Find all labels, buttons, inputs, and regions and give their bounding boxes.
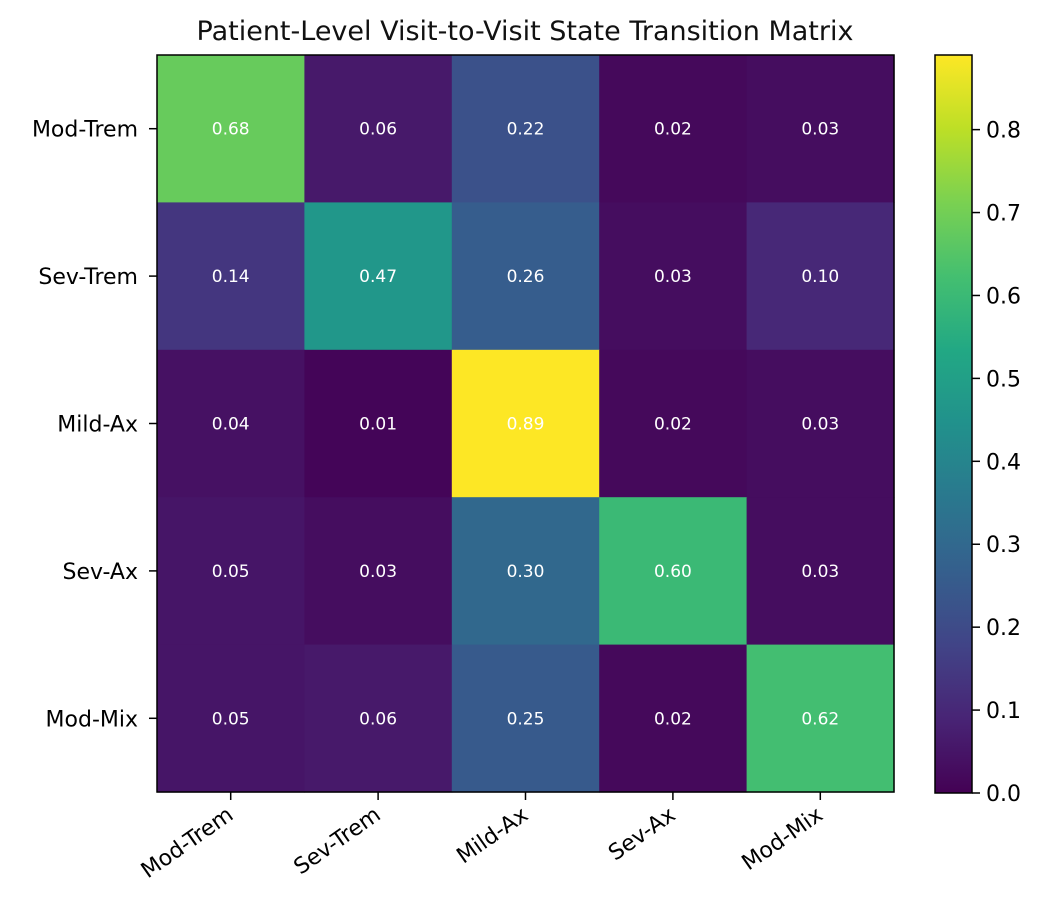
- colorbar-tick-label-2: 0.2: [986, 616, 1021, 641]
- cell-value-label-r0-c4: 0.03: [801, 120, 839, 140]
- heatmap-cell-r3-c0: [157, 497, 305, 646]
- colorbar-tick-label-0: 0.0: [986, 782, 1021, 807]
- cell-value-label-r2-c2: 0.89: [507, 415, 545, 435]
- colorbar-tick-label-7: 0.7: [986, 202, 1021, 227]
- x-tick-label-0: Mod-Trem: [137, 802, 238, 883]
- cell-value-label-r0-c0: 0.68: [212, 120, 250, 140]
- colorbar-tick-label-3: 0.3: [986, 533, 1021, 558]
- colorbar-tick-label-1: 0.1: [986, 699, 1021, 724]
- heatmap-cell-r1-c0: [157, 202, 305, 351]
- heatmap-cell-r0-c1: [304, 55, 453, 203]
- cell-value-label-r1-c3: 0.03: [654, 267, 692, 287]
- cell-value-label-r0-c1: 0.06: [359, 120, 397, 140]
- cell-value-label-r3-c1: 0.03: [359, 562, 397, 582]
- cell-value-label-r1-c2: 0.26: [507, 267, 545, 287]
- cell-value-label-r1-c1: 0.47: [359, 267, 397, 287]
- heatmap-cell-r3-c4: [746, 497, 895, 646]
- cell-value-label-r3-c3: 0.60: [654, 562, 692, 582]
- cell-value-label-r1-c4: 0.10: [801, 267, 839, 287]
- x-tick-label-2: Mild-Ax: [452, 802, 532, 869]
- cell-value-label-r2-c4: 0.03: [801, 415, 839, 435]
- cell-value-label-r3-c4: 0.03: [801, 562, 839, 582]
- cell-value-label-r1-c0: 0.14: [212, 267, 250, 287]
- heatmap-cell-r4-c1: [304, 644, 453, 793]
- heatmap-cell-r1-c2: [451, 202, 600, 351]
- heatmap-cell-r3-c2: [451, 497, 600, 646]
- colorbar-tick-label-5: 0.5: [986, 367, 1021, 392]
- cell-value-label-r0-c3: 0.02: [654, 120, 692, 140]
- cell-value-label-r4-c4: 0.62: [801, 709, 839, 729]
- colorbar-frame: [934, 54, 973, 794]
- colorbar-gradient: [935, 55, 972, 793]
- cell-value-label-r4-c0: 0.05: [212, 709, 250, 729]
- cell-value-label-r4-c2: 0.25: [507, 709, 545, 729]
- cell-value-label-r2-c1: 0.01: [359, 415, 397, 435]
- colorbar-tick-label-6: 0.6: [986, 284, 1021, 309]
- y-tick-label-3: Sev-Ax: [63, 560, 138, 585]
- heatmap-cell-r2-c1: [304, 349, 453, 498]
- colorbar-tick-label-8: 0.8: [986, 119, 1021, 144]
- cell-value-label-r2-c3: 0.02: [654, 415, 692, 435]
- heatmap-cell-r0-c0: [157, 55, 305, 203]
- heatmap-cell-r2-c4: [746, 349, 895, 498]
- heatmap-cell-r4-c0: [157, 644, 305, 793]
- heatmap-cell-r1-c1: [304, 202, 453, 351]
- y-tick-label-0: Mod-Trem: [32, 118, 138, 143]
- heatmap-cell-r1-c4: [746, 202, 895, 351]
- cell-value-label-r2-c0: 0.04: [212, 415, 250, 435]
- heatmap-cell-r2-c3: [599, 349, 748, 498]
- heatmap-cells: [157, 55, 895, 793]
- heatmap-cell-r4-c3: [599, 644, 748, 793]
- heatmap-cell-r0-c4: [746, 55, 895, 203]
- chart-title: Patient-Level Visit-to-Visit State Trans…: [197, 16, 854, 47]
- heatmap-cell-r2-c0: [157, 349, 305, 498]
- cell-value-label-r3-c2: 0.30: [507, 562, 545, 582]
- colorbar-tick-label-4: 0.4: [986, 450, 1021, 475]
- heatmap-cell-r0-c3: [599, 55, 748, 203]
- cell-value-label-r3-c0: 0.05: [212, 562, 250, 582]
- x-tick-label-1: Sev-Trem: [290, 802, 386, 880]
- heatmap-cell-r0-c2: [451, 55, 600, 203]
- colorbar: 0.0 0.1 0.2 0.3 0.4 0.5 0.6 0.7 0.8: [934, 54, 1021, 807]
- heatmap-cell-r4-c4: [746, 644, 895, 793]
- heatmap-cell-r2-c2: [451, 349, 600, 498]
- cell-value-label-r4-c1: 0.06: [359, 709, 397, 729]
- y-tick-label-4: Mod-Mix: [46, 707, 138, 732]
- heatmap-cell-r3-c3: [599, 497, 748, 646]
- x-tick-label-3: Sev-Ax: [604, 802, 680, 866]
- y-tick-label-2: Mild-Ax: [57, 413, 138, 438]
- x-tick-label-4: Mod-Mix: [738, 802, 828, 876]
- y-tick-label-1: Sev-Trem: [38, 265, 138, 290]
- cell-value-label-r4-c3: 0.02: [654, 709, 692, 729]
- heatmap-cell-labels: 0.68 0.06 0.22 0.02 0.03 0.14 0.47 0.26 0.03 0.10…: [212, 120, 839, 730]
- heatmap-cell-r3-c1: [304, 497, 453, 646]
- heatmap-cell-r1-c3: [599, 202, 748, 351]
- heatmap-cell-r4-c2: [451, 644, 600, 793]
- cell-value-label-r0-c2: 0.22: [507, 120, 545, 140]
